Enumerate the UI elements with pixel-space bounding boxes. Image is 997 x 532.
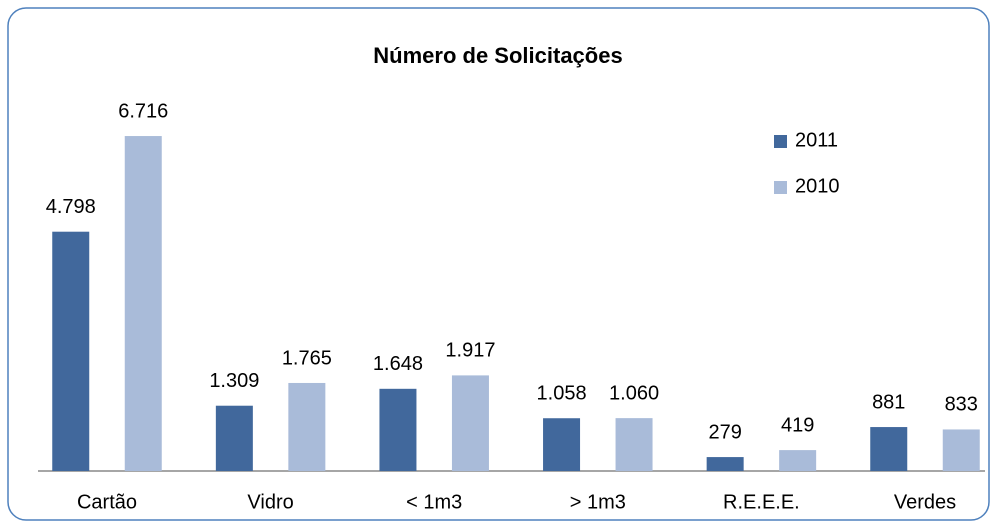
data-label: 881 (872, 391, 905, 413)
x-tick-label: Vidro (247, 491, 293, 513)
data-label: 279 (708, 421, 741, 443)
data-label: 1.917 (445, 340, 495, 362)
data-label: 419 (781, 414, 814, 436)
x-tick-label: Verdes (894, 491, 956, 513)
legend-label: 2011 (795, 129, 838, 151)
bar (124, 136, 162, 472)
bar (779, 450, 817, 471)
x-tick-label: R.E.E.E. (723, 491, 800, 513)
bar (870, 427, 908, 471)
bar (215, 405, 253, 471)
bar (288, 382, 326, 471)
x-tick-label: Cartão (77, 491, 137, 513)
x-tick-label: > 1m3 (570, 491, 626, 513)
bar (379, 388, 417, 471)
bar (451, 375, 489, 471)
data-label: 1.309 (209, 370, 259, 392)
chart-frame (7, 7, 990, 521)
chart-title: Número de Solicitações (373, 43, 622, 68)
data-label: 1.648 (373, 353, 423, 375)
data-label: 4.798 (46, 196, 96, 218)
data-label: 1.765 (282, 347, 332, 369)
data-label: 1.058 (537, 383, 587, 405)
legend-swatch (774, 181, 787, 194)
x-tick-label: < 1m3 (406, 491, 462, 513)
bar (615, 418, 653, 471)
data-label: 833 (945, 394, 978, 416)
data-label: 1.060 (609, 382, 659, 404)
legend-swatch (774, 135, 787, 148)
bar (706, 457, 744, 471)
bar (52, 231, 90, 471)
bar (942, 429, 980, 471)
legend-label: 2010 (795, 175, 840, 197)
bar (543, 418, 581, 471)
data-label: 6.716 (118, 100, 168, 122)
